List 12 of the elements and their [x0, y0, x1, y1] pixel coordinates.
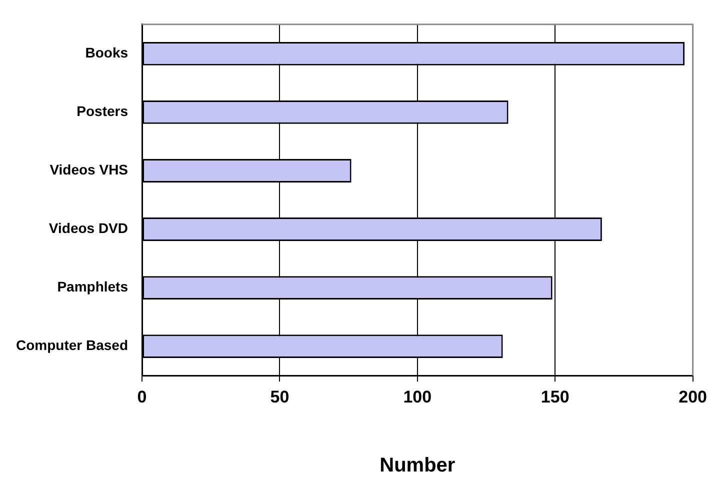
- x-axis-title: Number: [380, 454, 456, 477]
- y-tick-label: Pamphlets: [57, 278, 128, 295]
- x-tick-label: 150: [540, 387, 570, 406]
- x-tick-label: 200: [678, 387, 708, 406]
- x-tick-label: 50: [270, 387, 290, 406]
- y-tick-label: Posters: [76, 103, 128, 120]
- x-tick-label: 100: [403, 387, 432, 406]
- y-tick-label: Videos DVD: [48, 220, 128, 236]
- y-tick-label: Books: [85, 44, 128, 61]
- y-tick-label: Videos VHS: [50, 162, 128, 178]
- y-tick-label: Computer Based: [16, 337, 128, 354]
- x-tick-label: 0: [137, 387, 147, 406]
